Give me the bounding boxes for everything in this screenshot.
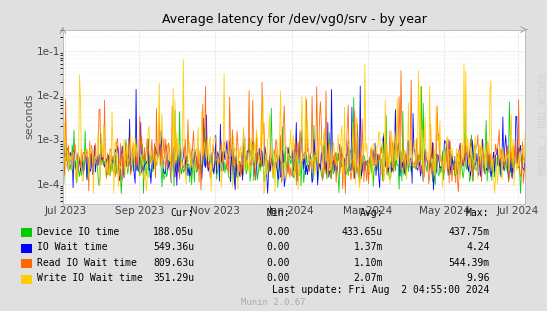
Text: Avg:: Avg: <box>359 208 383 218</box>
Text: 0.00: 0.00 <box>266 273 290 283</box>
Text: 0.00: 0.00 <box>266 258 290 268</box>
Text: Cur:: Cur: <box>171 208 194 218</box>
Text: Read IO Wait time: Read IO Wait time <box>37 258 137 268</box>
Text: Device IO time: Device IO time <box>37 227 119 237</box>
Text: 351.29u: 351.29u <box>153 273 194 283</box>
Text: 437.75m: 437.75m <box>449 227 490 237</box>
Text: Munin 2.0.67: Munin 2.0.67 <box>241 298 306 307</box>
Y-axis label: seconds: seconds <box>24 94 34 139</box>
Text: 544.39m: 544.39m <box>449 258 490 268</box>
Text: Write IO Wait time: Write IO Wait time <box>37 273 143 283</box>
Text: IO Wait time: IO Wait time <box>37 242 108 252</box>
Text: 433.65u: 433.65u <box>342 227 383 237</box>
Text: 1.37m: 1.37m <box>353 242 383 252</box>
Text: 9.96: 9.96 <box>466 273 490 283</box>
Text: 2.07m: 2.07m <box>353 273 383 283</box>
Text: Last update: Fri Aug  2 04:55:00 2024: Last update: Fri Aug 2 04:55:00 2024 <box>272 285 490 295</box>
Text: Min:: Min: <box>266 208 290 218</box>
Text: 0.00: 0.00 <box>266 227 290 237</box>
Text: Max:: Max: <box>466 208 490 218</box>
Text: 549.36u: 549.36u <box>153 242 194 252</box>
Title: Average latency for /dev/vg0/srv - by year: Average latency for /dev/vg0/srv - by ye… <box>161 13 427 26</box>
Text: 188.05u: 188.05u <box>153 227 194 237</box>
Text: 0.00: 0.00 <box>266 242 290 252</box>
Text: RRDTOOL / TOBI OETIKER: RRDTOOL / TOBI OETIKER <box>539 73 547 175</box>
Text: 1.10m: 1.10m <box>353 258 383 268</box>
Text: 809.63u: 809.63u <box>153 258 194 268</box>
Text: 4.24: 4.24 <box>466 242 490 252</box>
